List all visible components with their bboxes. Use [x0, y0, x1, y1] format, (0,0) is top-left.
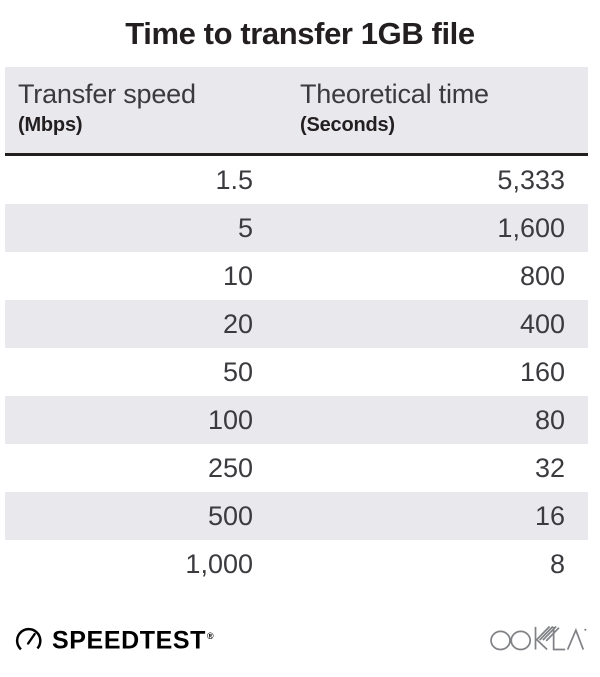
- column-header-transfer-speed: Transfer speed (Mbps): [18, 77, 196, 139]
- cell-theoretical-time: 16: [534, 501, 565, 531]
- ookla-logo-lockup: [489, 624, 588, 654]
- data-table: Transfer speed (Mbps) Theoretical time (…: [5, 67, 588, 588]
- footer: SPEEDTEST®: [0, 612, 600, 677]
- table-row: 50 160: [5, 348, 588, 396]
- cell-transfer-speed: 1.5: [215, 165, 253, 195]
- table-row: 5 1,600: [5, 204, 588, 252]
- table-row: 10 800: [5, 252, 588, 300]
- cell-theoretical-time: 160: [519, 357, 565, 387]
- cell-theoretical-time: 800: [519, 261, 565, 291]
- table-row: 1,000 8: [5, 540, 588, 588]
- cell-theoretical-time: 8: [549, 549, 565, 579]
- speedtest-logo-lockup: SPEEDTEST®: [14, 622, 214, 656]
- table-row: 250 32: [5, 444, 588, 492]
- cell-transfer-speed: 500: [207, 501, 253, 531]
- speedtest-wordmark-text: SPEEDTEST: [52, 626, 207, 655]
- cell-theoretical-time: 1,600: [497, 213, 565, 243]
- cell-transfer-speed: 50: [222, 357, 253, 387]
- table-row: 100 80: [5, 396, 588, 444]
- column-header-theoretical-time: Theoretical time (Seconds): [300, 77, 489, 139]
- column-header-transfer-speed-line1: Transfer speed: [18, 79, 196, 109]
- cell-transfer-speed: 100: [207, 405, 253, 435]
- page-title: Time to transfer 1GB file: [125, 16, 475, 51]
- ookla-wordmark-icon: [489, 624, 588, 652]
- column-header-theoretical-time-unit: (Seconds): [300, 114, 395, 136]
- cell-transfer-speed: 1,000: [185, 549, 253, 579]
- cell-transfer-speed: 20: [222, 309, 253, 339]
- table-row: 500 16: [5, 492, 588, 540]
- cell-theoretical-time: 80: [534, 405, 565, 435]
- table-header-band: Transfer speed (Mbps) Theoretical time (…: [5, 67, 588, 153]
- speedtest-trademark-symbol: ®: [207, 631, 215, 642]
- table-row: 1.5 5,333: [5, 156, 588, 204]
- cell-transfer-speed: 10: [222, 261, 253, 291]
- column-header-theoretical-time-line1: Theoretical time: [300, 79, 489, 109]
- speedometer-gauge-icon: [14, 625, 43, 654]
- cell-transfer-speed: 250: [207, 453, 253, 483]
- cell-theoretical-time: 5,333: [497, 165, 565, 195]
- cell-theoretical-time: 400: [519, 309, 565, 339]
- column-header-transfer-speed-unit: (Mbps): [18, 114, 83, 136]
- cell-theoretical-time: 32: [534, 453, 565, 483]
- header-separator-rule: [5, 153, 588, 156]
- speedtest-wordmark: SPEEDTEST®: [52, 622, 214, 655]
- table-body: 1.5 5,333 5 1,600 10 800 20 400 50 160 1…: [5, 156, 588, 588]
- table-row: 20 400: [5, 300, 588, 348]
- cell-transfer-speed: 5: [237, 213, 253, 243]
